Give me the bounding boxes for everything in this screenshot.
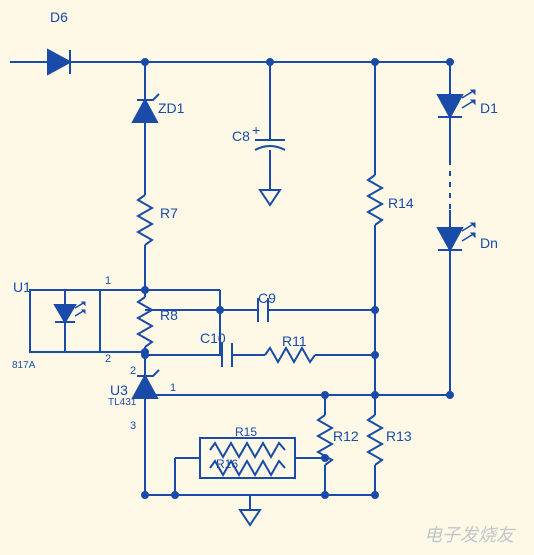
label-r12: R12: [333, 428, 359, 444]
label-c10: C10: [200, 330, 226, 346]
label-d6: D6: [50, 9, 68, 25]
label-c8: C8: [232, 128, 250, 144]
label-r7: R7: [160, 205, 178, 221]
label-u1: U1: [13, 279, 31, 295]
circuit-schematic: +: [0, 0, 534, 555]
label-r15: R15: [235, 425, 257, 439]
label-r16: R16: [216, 457, 238, 471]
label-u1-part: 817A: [12, 360, 35, 371]
label-u3-part: TL431: [108, 397, 136, 408]
label-d1: D1: [480, 100, 498, 116]
label-u3: U3: [110, 382, 128, 398]
label-zd1: ZD1: [158, 100, 184, 116]
pin-u1-1: 1: [105, 275, 111, 287]
label-r14: R14: [388, 195, 414, 211]
watermark-text: 电子发烧友: [424, 521, 514, 547]
label-r13: R13: [386, 428, 412, 444]
label-c9: C9: [258, 290, 276, 306]
pin-u1-2: 2: [105, 353, 111, 365]
label-r11: R11: [282, 333, 307, 349]
label-r8: R8: [160, 307, 178, 323]
svg-text:+: +: [252, 122, 260, 138]
pin-u3-1: 1: [170, 382, 176, 394]
pin-u3-2: 2: [130, 365, 136, 377]
pin-u3-3: 3: [130, 420, 136, 432]
label-dn: Dn: [480, 235, 498, 251]
